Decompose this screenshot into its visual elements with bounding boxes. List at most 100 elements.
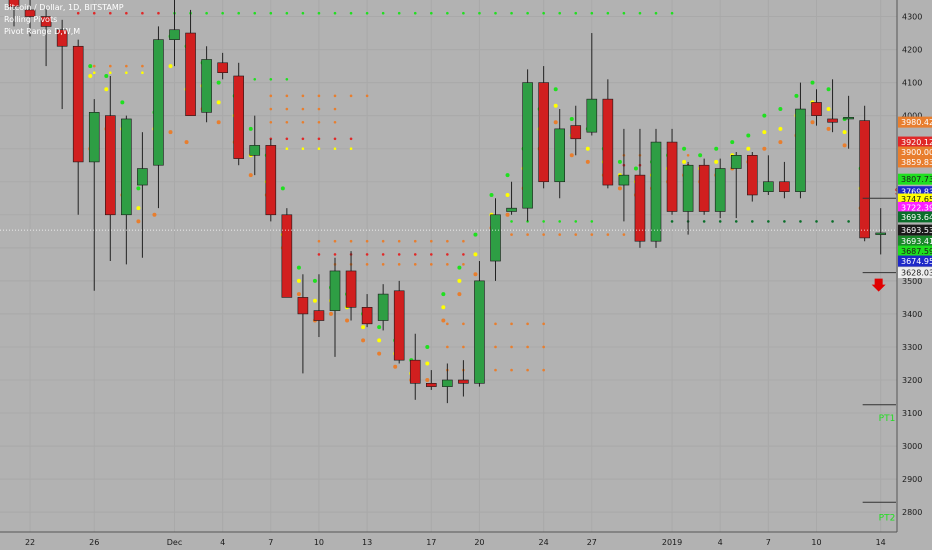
pivot-level-dot xyxy=(349,137,353,141)
pivot-level-dot xyxy=(542,220,545,223)
candle-down xyxy=(458,379,469,384)
pivot-level-dot xyxy=(141,71,144,74)
pivot-level-dot xyxy=(333,239,337,243)
rolling-pivot-dot xyxy=(714,146,719,151)
rolling-pivot-dot xyxy=(505,173,510,178)
pivot-level-dot xyxy=(333,107,337,111)
time-axis: 22 26 Dec 4 7 10 13 17 20 24 27 2019 4 7 10 14 xyxy=(0,531,932,550)
y-tick-label: 4200 xyxy=(902,46,922,55)
pivot-level-dot xyxy=(157,11,160,15)
candle-up xyxy=(137,168,148,186)
pivot-level-dot xyxy=(670,220,674,223)
pivot-level-dot xyxy=(317,11,321,15)
rolling-pivot-dot xyxy=(842,130,847,135)
rolling-pivot-dot xyxy=(762,130,767,135)
rolling-pivot-dot xyxy=(216,100,221,105)
rolling-pivot-dot xyxy=(505,212,510,217)
pivot-level-dot xyxy=(558,233,561,236)
pivot-level-dot xyxy=(317,94,321,98)
pivot-level-dot xyxy=(413,239,417,243)
pivot-level-dot xyxy=(654,11,658,15)
price-badge-label: 3693.53 xyxy=(901,226,932,235)
pivot-level-dot xyxy=(141,11,144,15)
rolling-pivot-dot xyxy=(425,344,430,349)
pivot-level-dot xyxy=(751,220,754,223)
y-tick-label: 3500 xyxy=(902,277,922,286)
candle-up xyxy=(329,270,341,311)
legend-indicator-rolling-pivots[interactable]: Rolling Pivots xyxy=(4,15,58,24)
rolling-pivot-dot xyxy=(248,173,253,178)
pivot-level-dot xyxy=(494,11,497,15)
pivot-level-dot xyxy=(92,64,96,68)
y-tick-label: 4300 xyxy=(902,13,922,22)
pivot-level-dot xyxy=(606,11,610,15)
pivot-level-dot xyxy=(686,154,690,157)
pivot-level-dot xyxy=(430,239,433,243)
pivot-level-dot xyxy=(462,345,465,349)
x-tick-label: 7 xyxy=(268,538,273,547)
price-badge-label: 3628.03 xyxy=(901,269,932,278)
pivot-level-dot xyxy=(590,220,594,223)
rolling-pivot-dot xyxy=(569,153,574,158)
rolling-pivot-dot xyxy=(810,120,815,125)
pivot-level-dot xyxy=(92,11,96,15)
pivot-level-dot xyxy=(349,94,353,98)
pivot-level-dot xyxy=(494,322,497,326)
rolling-pivot-dot xyxy=(569,116,574,121)
y-tick-label: 3100 xyxy=(902,409,922,418)
candle-down xyxy=(409,359,421,384)
price-badge xyxy=(898,193,932,205)
candle-up xyxy=(153,39,164,166)
legend-symbol[interactable]: Bitcoin / Dollar, 1D, BITSTAMP xyxy=(4,3,124,12)
pivot-level-dot xyxy=(285,11,289,15)
rolling-pivot-dot xyxy=(136,206,141,211)
candle-up xyxy=(474,280,485,384)
rolling-pivot-dot xyxy=(457,278,462,283)
candle-up xyxy=(618,174,630,186)
rolling-pivot-dot xyxy=(377,338,382,343)
pivot-level-dot xyxy=(365,94,369,98)
y-tick-label: 4100 xyxy=(902,79,922,88)
pivot-level-dot xyxy=(462,11,465,15)
pivot-level-dot xyxy=(734,220,738,223)
pivot-level-dot xyxy=(333,11,337,15)
candle-down xyxy=(24,9,36,17)
pivot-level-dot xyxy=(526,322,529,326)
short-arrow-icon xyxy=(871,278,886,292)
y-tick-label: 2800 xyxy=(902,508,922,517)
pivot-level-dot xyxy=(285,137,289,141)
pivot-level-dot xyxy=(397,11,401,15)
pivot-level-dot xyxy=(413,253,417,256)
price-badge-label: 3687.59 xyxy=(901,247,932,256)
rolling-pivot-dot xyxy=(762,146,767,151)
x-tick-label: 20 xyxy=(474,538,484,547)
pivot-level-dot xyxy=(285,147,289,150)
pivot-level-dot xyxy=(285,107,289,111)
rolling-pivot-dot xyxy=(184,140,189,145)
pivot-level-dot xyxy=(478,11,481,15)
rolling-pivot-dot xyxy=(329,311,333,316)
rolling-pivot-dot xyxy=(585,159,590,164)
price-badge xyxy=(898,255,932,267)
y-tick-label: 3300 xyxy=(902,343,922,352)
pivot-level-dot xyxy=(125,11,128,15)
price-badge xyxy=(898,201,932,213)
pivot-level-dot xyxy=(317,147,321,150)
rolling-pivot-dot xyxy=(457,265,462,270)
pivot-level-dot xyxy=(125,64,128,68)
pivot-level-dot xyxy=(510,233,513,236)
pivot-level-dot xyxy=(590,11,594,15)
pivot-level-dot xyxy=(205,11,208,15)
rolling-pivot-dot xyxy=(345,318,350,323)
price-badge-label: 3747.65 xyxy=(901,195,932,204)
pivot-level-dot xyxy=(542,322,545,326)
rolling-pivot-dot xyxy=(377,325,382,330)
pivot-level-dot xyxy=(767,220,770,223)
rolling-pivot-dot xyxy=(617,159,622,164)
rolling-pivot-dot xyxy=(826,107,831,112)
legend-indicator-pivot-range[interactable]: Pivot Range D,W,M xyxy=(4,27,81,36)
rolling-pivot-dot xyxy=(280,186,285,191)
pivot-level-dot xyxy=(462,322,465,326)
pivot-level-dot xyxy=(526,233,529,236)
